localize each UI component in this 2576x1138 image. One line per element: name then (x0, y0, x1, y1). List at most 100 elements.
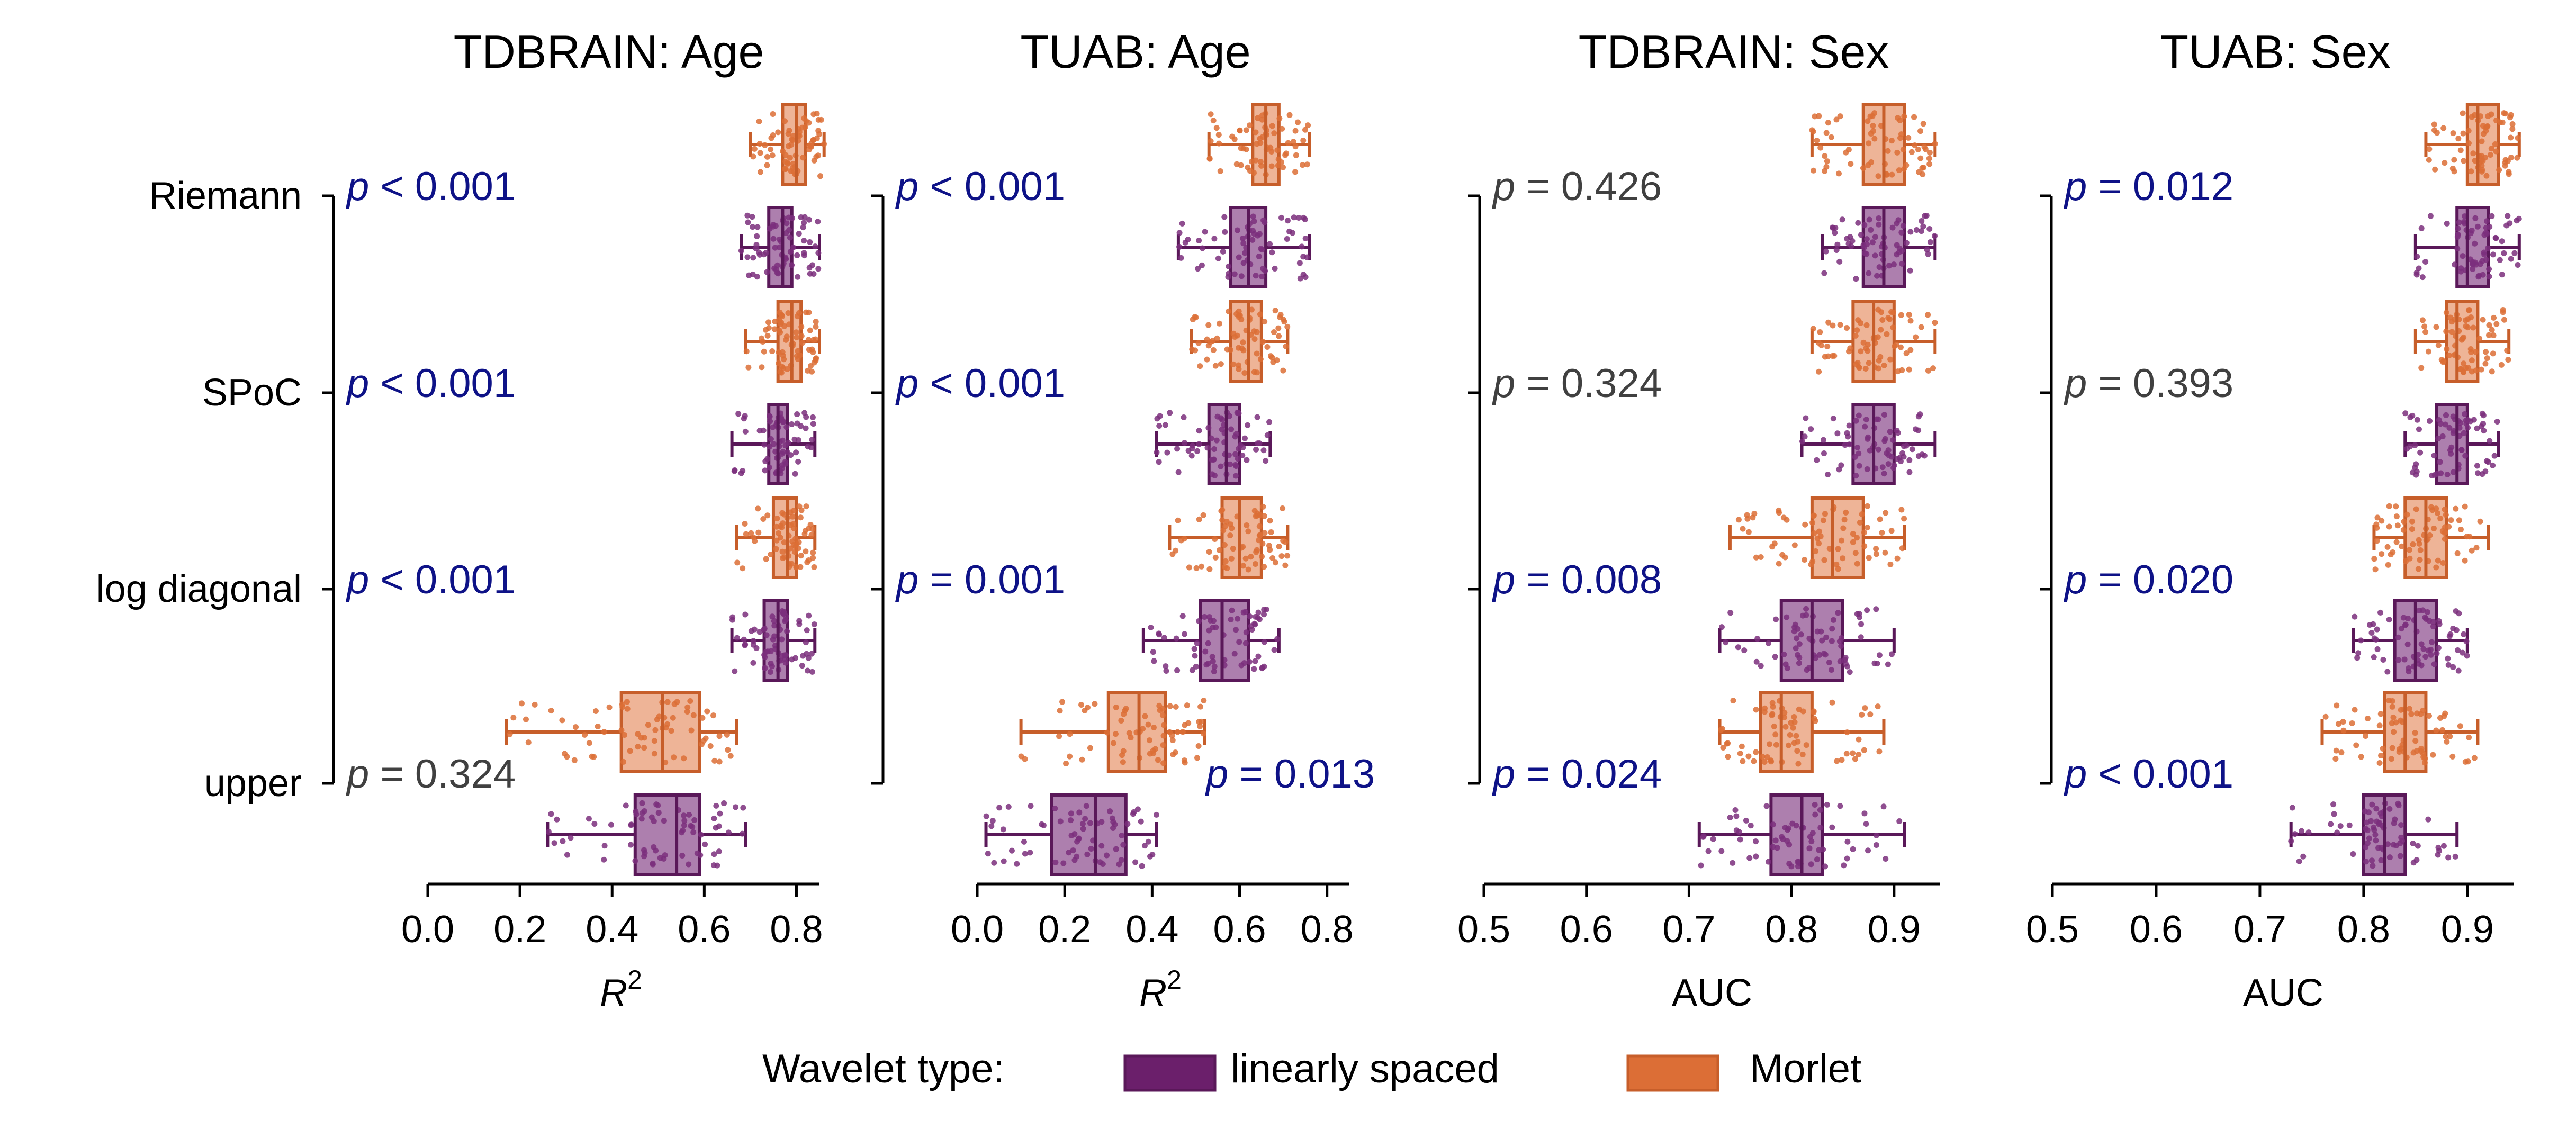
data-point (2499, 238, 2505, 245)
data-point (1236, 366, 1242, 372)
data-point (792, 471, 798, 477)
data-point (1233, 161, 1240, 167)
data-point (1244, 457, 1250, 463)
data-point (1157, 413, 1163, 419)
data-point (778, 369, 785, 376)
data-point (1903, 162, 1910, 168)
data-point (1788, 863, 1795, 870)
data-point (1238, 273, 1245, 279)
data-point (2431, 121, 2437, 128)
legend: Wavelet type: linearly spaced Morlet (762, 1046, 1861, 1092)
data-point (755, 505, 761, 512)
data-point (1799, 751, 1806, 757)
data-point (2447, 733, 2453, 739)
data-point (608, 821, 614, 828)
data-point (1876, 748, 1883, 755)
data-point (1215, 132, 1222, 138)
data-point (642, 850, 648, 856)
data-point (1895, 368, 1901, 375)
data-point (1211, 472, 1218, 478)
data-point (1838, 643, 1844, 649)
data-point (1231, 651, 1238, 657)
data-point (2491, 314, 2497, 321)
data-point (779, 548, 786, 555)
data-point (624, 706, 631, 712)
data-point (717, 810, 723, 817)
data-point (1859, 511, 1865, 517)
data-point (623, 802, 629, 809)
jitter-points (2418, 307, 2511, 376)
data-point (2442, 506, 2448, 512)
data-point (2471, 755, 2478, 761)
data-point (1052, 859, 1059, 865)
data-point (1242, 640, 1249, 646)
data-point (1836, 258, 1843, 265)
data-point (1278, 159, 1285, 166)
data-point (2454, 246, 2461, 252)
data-point (1846, 441, 1852, 448)
data-point (1810, 129, 1816, 135)
data-point (618, 727, 625, 734)
data-point (2465, 128, 2472, 134)
x-tick-label: 0.7 (1662, 908, 1715, 951)
data-point (681, 755, 687, 762)
data-point (2440, 358, 2447, 364)
data-point (595, 724, 601, 730)
data-point (809, 437, 815, 443)
data-point (1299, 243, 1305, 250)
data-point (2472, 349, 2479, 355)
data-point (762, 458, 769, 464)
x-tick-label: 0.5 (1457, 908, 1510, 951)
data-point (1887, 356, 1894, 363)
data-point (776, 349, 782, 356)
data-point (803, 548, 809, 555)
data-point (1188, 453, 1195, 459)
data-point (790, 133, 797, 139)
data-point (810, 549, 816, 556)
data-point (2464, 653, 2470, 659)
data-point (1874, 273, 1880, 279)
data-point (1907, 229, 1914, 235)
data-point (1124, 821, 1131, 827)
data-point (2454, 550, 2461, 556)
data-point (1224, 565, 1230, 571)
data-point (784, 449, 790, 456)
data-point (1912, 426, 1919, 432)
data-point (1873, 551, 1879, 557)
data-point (1204, 336, 1210, 342)
data-point (2493, 235, 2499, 241)
data-point (785, 439, 791, 446)
data-point (1894, 251, 1900, 258)
data-point (1269, 249, 1275, 256)
data-point (1790, 725, 1796, 731)
data-point (1870, 123, 1876, 129)
data-point (1169, 733, 1175, 739)
data-point (782, 158, 789, 165)
data-point (1898, 507, 1905, 513)
data-point (1867, 447, 1873, 454)
data-point (786, 227, 792, 233)
x-tick-label: 0.0 (951, 908, 1004, 951)
data-point (1838, 462, 1844, 468)
data-point (1068, 833, 1075, 839)
x-tick-label: 0.6 (1560, 908, 1613, 951)
data-point (1252, 658, 1258, 664)
data-point (1898, 312, 1904, 318)
data-point (2462, 557, 2468, 564)
data-point (2431, 472, 2438, 478)
data-point (750, 255, 756, 261)
data-point (1304, 254, 1310, 260)
data-point (1256, 537, 1262, 544)
data-point (1280, 505, 1286, 512)
data-point (2507, 220, 2513, 227)
data-point (2363, 859, 2369, 865)
data-point (1269, 555, 1276, 561)
data-point (2509, 121, 2516, 127)
data-point (751, 146, 758, 152)
data-point (1901, 454, 1907, 460)
data-point (1793, 645, 1799, 652)
data-point (769, 348, 776, 354)
data-point (1850, 531, 1856, 537)
data-point (1811, 167, 1817, 174)
data-point (1860, 165, 1866, 171)
